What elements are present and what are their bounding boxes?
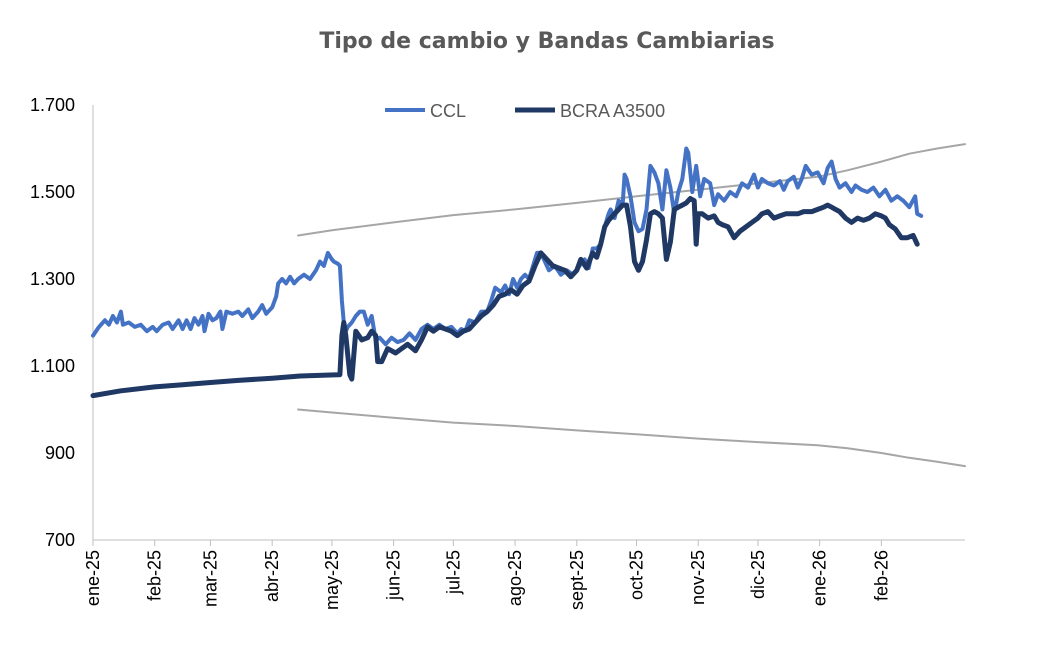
- x-tick-label: jun-25: [384, 550, 404, 601]
- chart-title: Tipo de cambio y Bandas Cambiarias: [319, 29, 774, 54]
- y-tick-label: 1.100: [30, 356, 75, 376]
- x-tick-label: feb-26: [871, 550, 891, 601]
- x-tick-label: jul-25: [443, 550, 463, 595]
- x-tick-label: ene-25: [83, 550, 103, 606]
- x-tick-label: dic-25: [748, 550, 768, 599]
- x-tick-label: abr-25: [262, 550, 282, 602]
- x-tick-label: oct-25: [627, 550, 647, 600]
- legend-item: CCL: [385, 101, 466, 121]
- legend-label: CCL: [430, 101, 466, 121]
- legend-label: BCRA A3500: [560, 101, 665, 121]
- x-tick-label: feb-25: [145, 550, 165, 601]
- x-tick-label: ene-26: [810, 550, 830, 606]
- series-layer: [90, 143, 966, 468]
- legend-item: BCRA A3500: [515, 101, 665, 121]
- x-tick-label: sept-25: [567, 550, 587, 610]
- axes: 700 900 1.100 1.300 1.500 1.700 ene-25 feb-25 ma…: [30, 95, 965, 610]
- lower-band-line: [297, 408, 966, 468]
- series-line-bcra-a3500: [90, 196, 920, 399]
- x-tick-label: may-25: [322, 550, 342, 610]
- y-tick-label: 1.700: [30, 95, 75, 115]
- y-tick-label: 1.300: [30, 269, 75, 289]
- legend: CCL BCRA A3500: [385, 101, 665, 121]
- y-tick-label: 700: [45, 530, 75, 550]
- y-tick-label: 1.500: [30, 182, 75, 202]
- y-tick-label: 900: [45, 443, 75, 463]
- x-tick-label: ago-25: [505, 550, 525, 606]
- series-line-ccl: [91, 146, 924, 347]
- x-tick-label: mar-25: [200, 550, 220, 607]
- x-tick-label: nov-25: [688, 550, 708, 605]
